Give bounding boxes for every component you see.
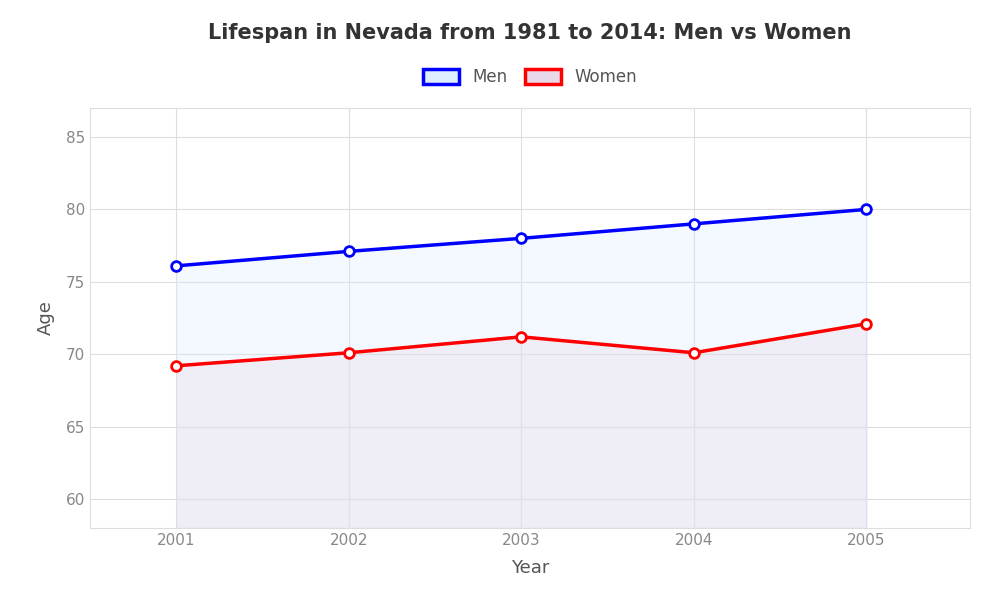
Legend: Men, Women: Men, Women [416, 62, 644, 93]
Title: Lifespan in Nevada from 1981 to 2014: Men vs Women: Lifespan in Nevada from 1981 to 2014: Me… [208, 23, 852, 43]
X-axis label: Year: Year [511, 559, 549, 577]
Y-axis label: Age: Age [37, 301, 55, 335]
